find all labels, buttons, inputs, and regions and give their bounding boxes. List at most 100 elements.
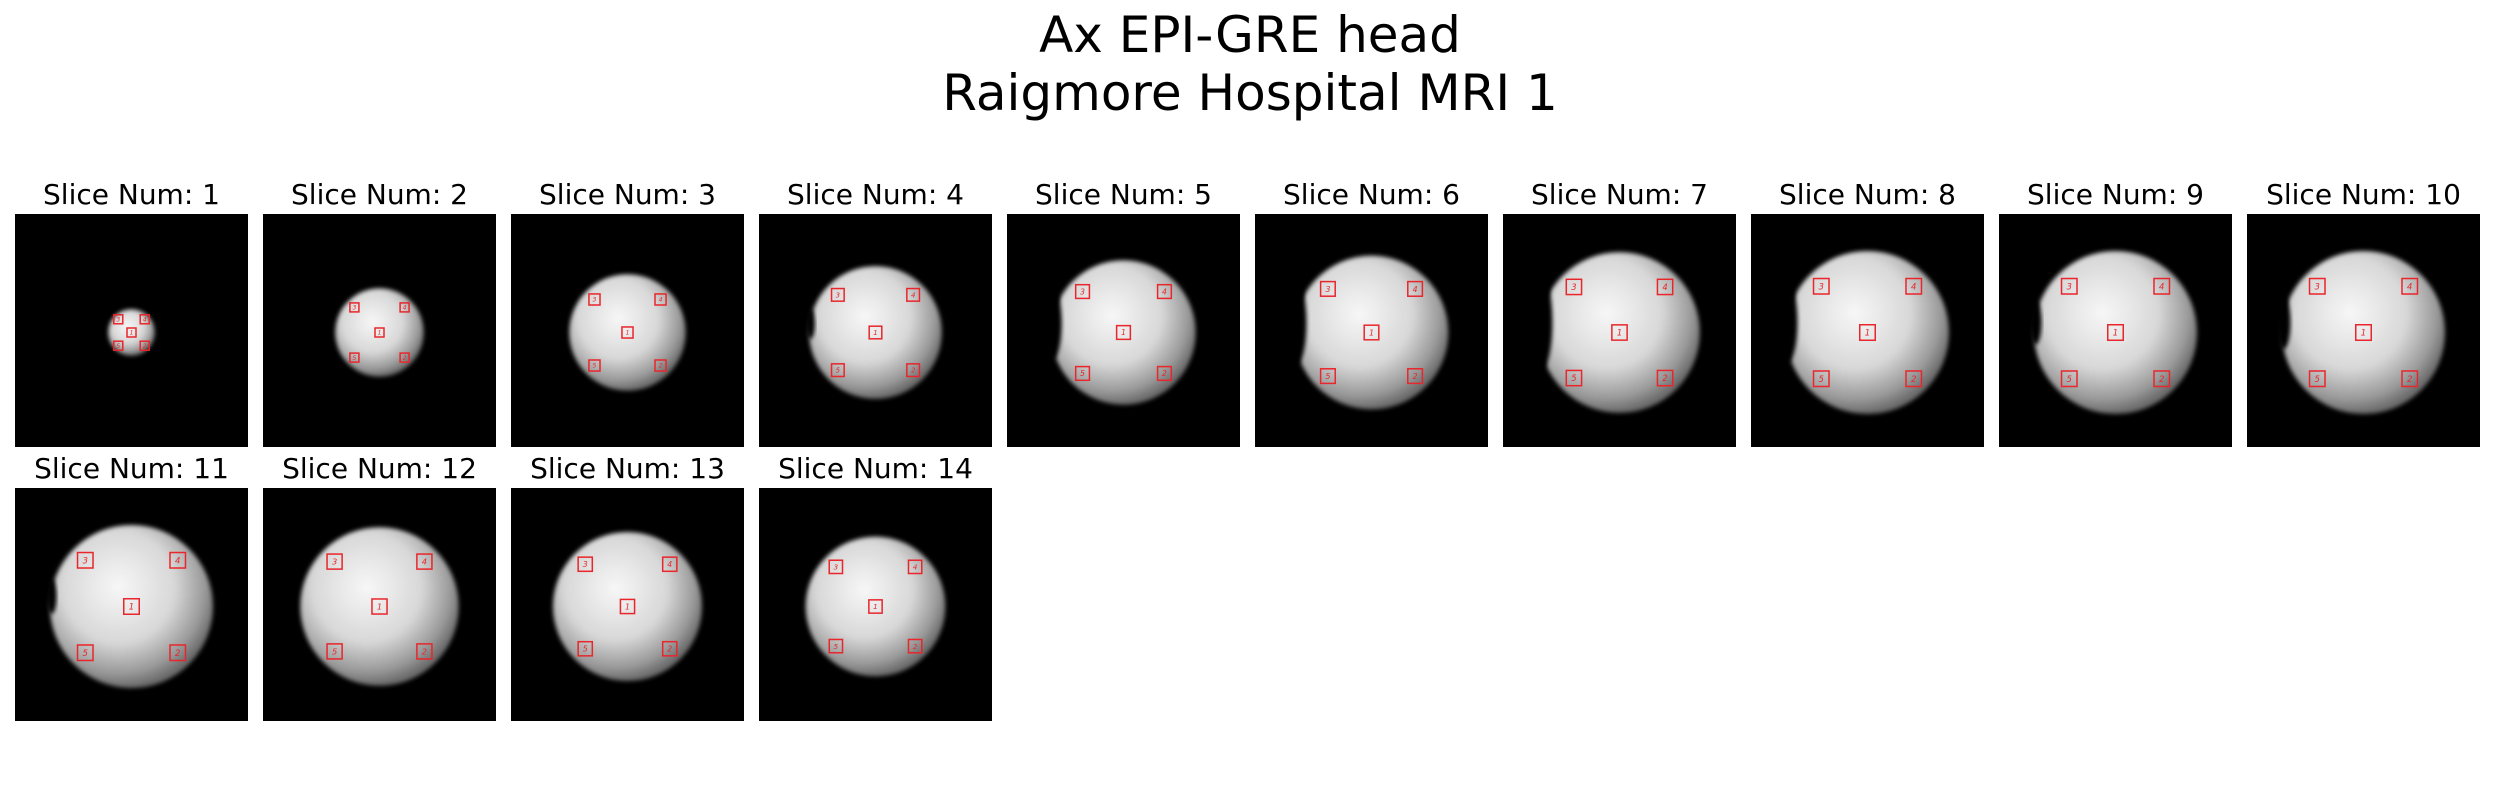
figure-title-line-2: Raigmore Hospital MRI 1 [942, 64, 1558, 122]
slice-label: Slice Num: 5 [1035, 178, 1212, 211]
roi-box-2: 2 [654, 359, 667, 372]
roi-box-4: 4 [416, 553, 433, 570]
roi-box-4: 4 [907, 559, 923, 575]
roi-box-2: 2 [1656, 369, 1674, 387]
roi-box-5: 5 [1565, 369, 1583, 387]
roi-box-1: 1 [621, 326, 634, 339]
roi-label: 5 [1325, 372, 1330, 381]
roi-box-1: 1 [374, 327, 385, 338]
roi-box-3: 3 [349, 302, 360, 313]
roi-box-4: 4 [654, 293, 667, 306]
roi-box-5: 5 [76, 644, 94, 662]
mri-slice-image: 1 2 3 4 5 [263, 214, 496, 447]
roi-label: 5 [83, 649, 88, 659]
roi-label: 2 [1662, 373, 1667, 383]
roi-label: 3 [834, 562, 839, 571]
phantom-disc [49, 524, 214, 689]
slice-label: Slice Num: 2 [291, 178, 468, 211]
edge-artifact [2029, 300, 2042, 345]
mri-slice-image: 1 2 3 4 5 [759, 488, 992, 721]
roi-box-1: 1 [126, 327, 137, 338]
roi-box-5: 5 [588, 359, 601, 372]
roi-box-5: 5 [1812, 370, 1830, 388]
roi-box-5: 5 [2060, 370, 2078, 388]
roi-box-4: 4 [2153, 277, 2171, 295]
roi-label: 4 [2407, 282, 2412, 292]
roi-label: 4 [422, 557, 427, 567]
mri-slice-image: 1 2 3 4 5 [1999, 214, 2232, 447]
roi-label: 2 [659, 363, 663, 370]
mri-slice-image: 1 2 3 4 5 [1007, 214, 1240, 447]
roi-label: 2 [2159, 375, 2164, 385]
roi-box-5: 5 [1074, 365, 1091, 382]
slice-label: Slice Num: 9 [2027, 178, 2204, 211]
edge-artifact [1529, 274, 1553, 371]
roi-label: 3 [1571, 282, 1576, 292]
phantom-disc [300, 527, 459, 686]
roi-box-4: 4 [661, 556, 678, 573]
roi-label: 1 [2361, 329, 2366, 339]
roi-label: 2 [175, 649, 180, 659]
roi-box-3: 3 [1074, 283, 1091, 300]
roi-box-2: 2 [416, 643, 433, 660]
roi-box-3: 3 [830, 287, 845, 302]
roi-box-4: 4 [2401, 277, 2419, 295]
mri-slice-image: 1 2 3 4 5 [1503, 214, 1736, 447]
slice-label: Slice Num: 8 [1779, 178, 1956, 211]
roi-box-3: 3 [326, 553, 343, 570]
slice-label: Slice Num: 6 [1283, 178, 1460, 211]
roi-label: 1 [129, 603, 134, 613]
roi-box-5: 5 [326, 643, 343, 660]
roi-label: 3 [352, 305, 356, 312]
roi-label: 3 [83, 556, 88, 566]
phantom-disc [2033, 250, 2198, 415]
roi-label: 1 [378, 330, 382, 337]
roi-box-2: 2 [169, 644, 187, 662]
roi-box-4: 4 [399, 302, 410, 313]
edge-artifact [46, 578, 57, 614]
roi-box-2: 2 [1407, 368, 1424, 385]
roi-label: 1 [1865, 329, 1870, 339]
phantom-disc [552, 531, 703, 682]
roi-label: 4 [1162, 287, 1167, 296]
roi-box-1: 1 [2107, 324, 2124, 341]
roi-box-5: 5 [1319, 368, 1336, 385]
phantom-disc [569, 274, 686, 391]
mri-slice-image: 1 2 3 4 5 [263, 488, 496, 721]
slice-label: Slice Num: 10 [2266, 178, 2461, 211]
roi-label: 2 [403, 355, 407, 362]
roi-box-1: 1 [1115, 324, 1132, 341]
roi-label: 4 [659, 297, 663, 304]
roi-box-3: 3 [828, 559, 844, 575]
roi-label: 2 [911, 367, 915, 375]
roi-box-2: 2 [2401, 370, 2419, 388]
roi-box-2: 2 [399, 352, 410, 363]
roi-box-3: 3 [577, 556, 594, 573]
roi-label: 3 [2315, 282, 2320, 292]
roi-label: 2 [913, 642, 918, 651]
roi-box-5: 5 [113, 340, 124, 351]
mri-slice-image: 1 2 3 4 5 [511, 488, 744, 721]
mri-slice-image: 1 2 3 4 5 [759, 214, 992, 447]
slice-label: Slice Num: 13 [530, 452, 725, 485]
roi-label: 1 [130, 330, 134, 337]
roi-label: 5 [583, 645, 588, 654]
roi-box-5: 5 [2308, 370, 2326, 388]
roi-label: 1 [1369, 328, 1374, 337]
roi-box-3: 3 [1812, 277, 1830, 295]
roi-box-2: 2 [1905, 370, 1923, 388]
roi-label: 3 [116, 316, 120, 323]
roi-label: 4 [1911, 282, 1916, 292]
mri-slice-image: 1 2 3 4 5 [15, 488, 248, 721]
mri-slice-image: 1 2 3 4 5 [511, 214, 744, 447]
roi-box-1: 1 [619, 598, 636, 615]
roi-box-1: 1 [371, 598, 388, 615]
roi-label: 1 [626, 330, 630, 337]
roi-label: 3 [836, 291, 840, 299]
phantom-disc [809, 266, 942, 399]
roi-label: 3 [332, 557, 337, 567]
roi-box-1: 1 [2355, 324, 2372, 341]
roi-box-3: 3 [76, 551, 94, 569]
roi-box-4: 4 [1656, 278, 1674, 296]
roi-label: 5 [116, 343, 120, 350]
